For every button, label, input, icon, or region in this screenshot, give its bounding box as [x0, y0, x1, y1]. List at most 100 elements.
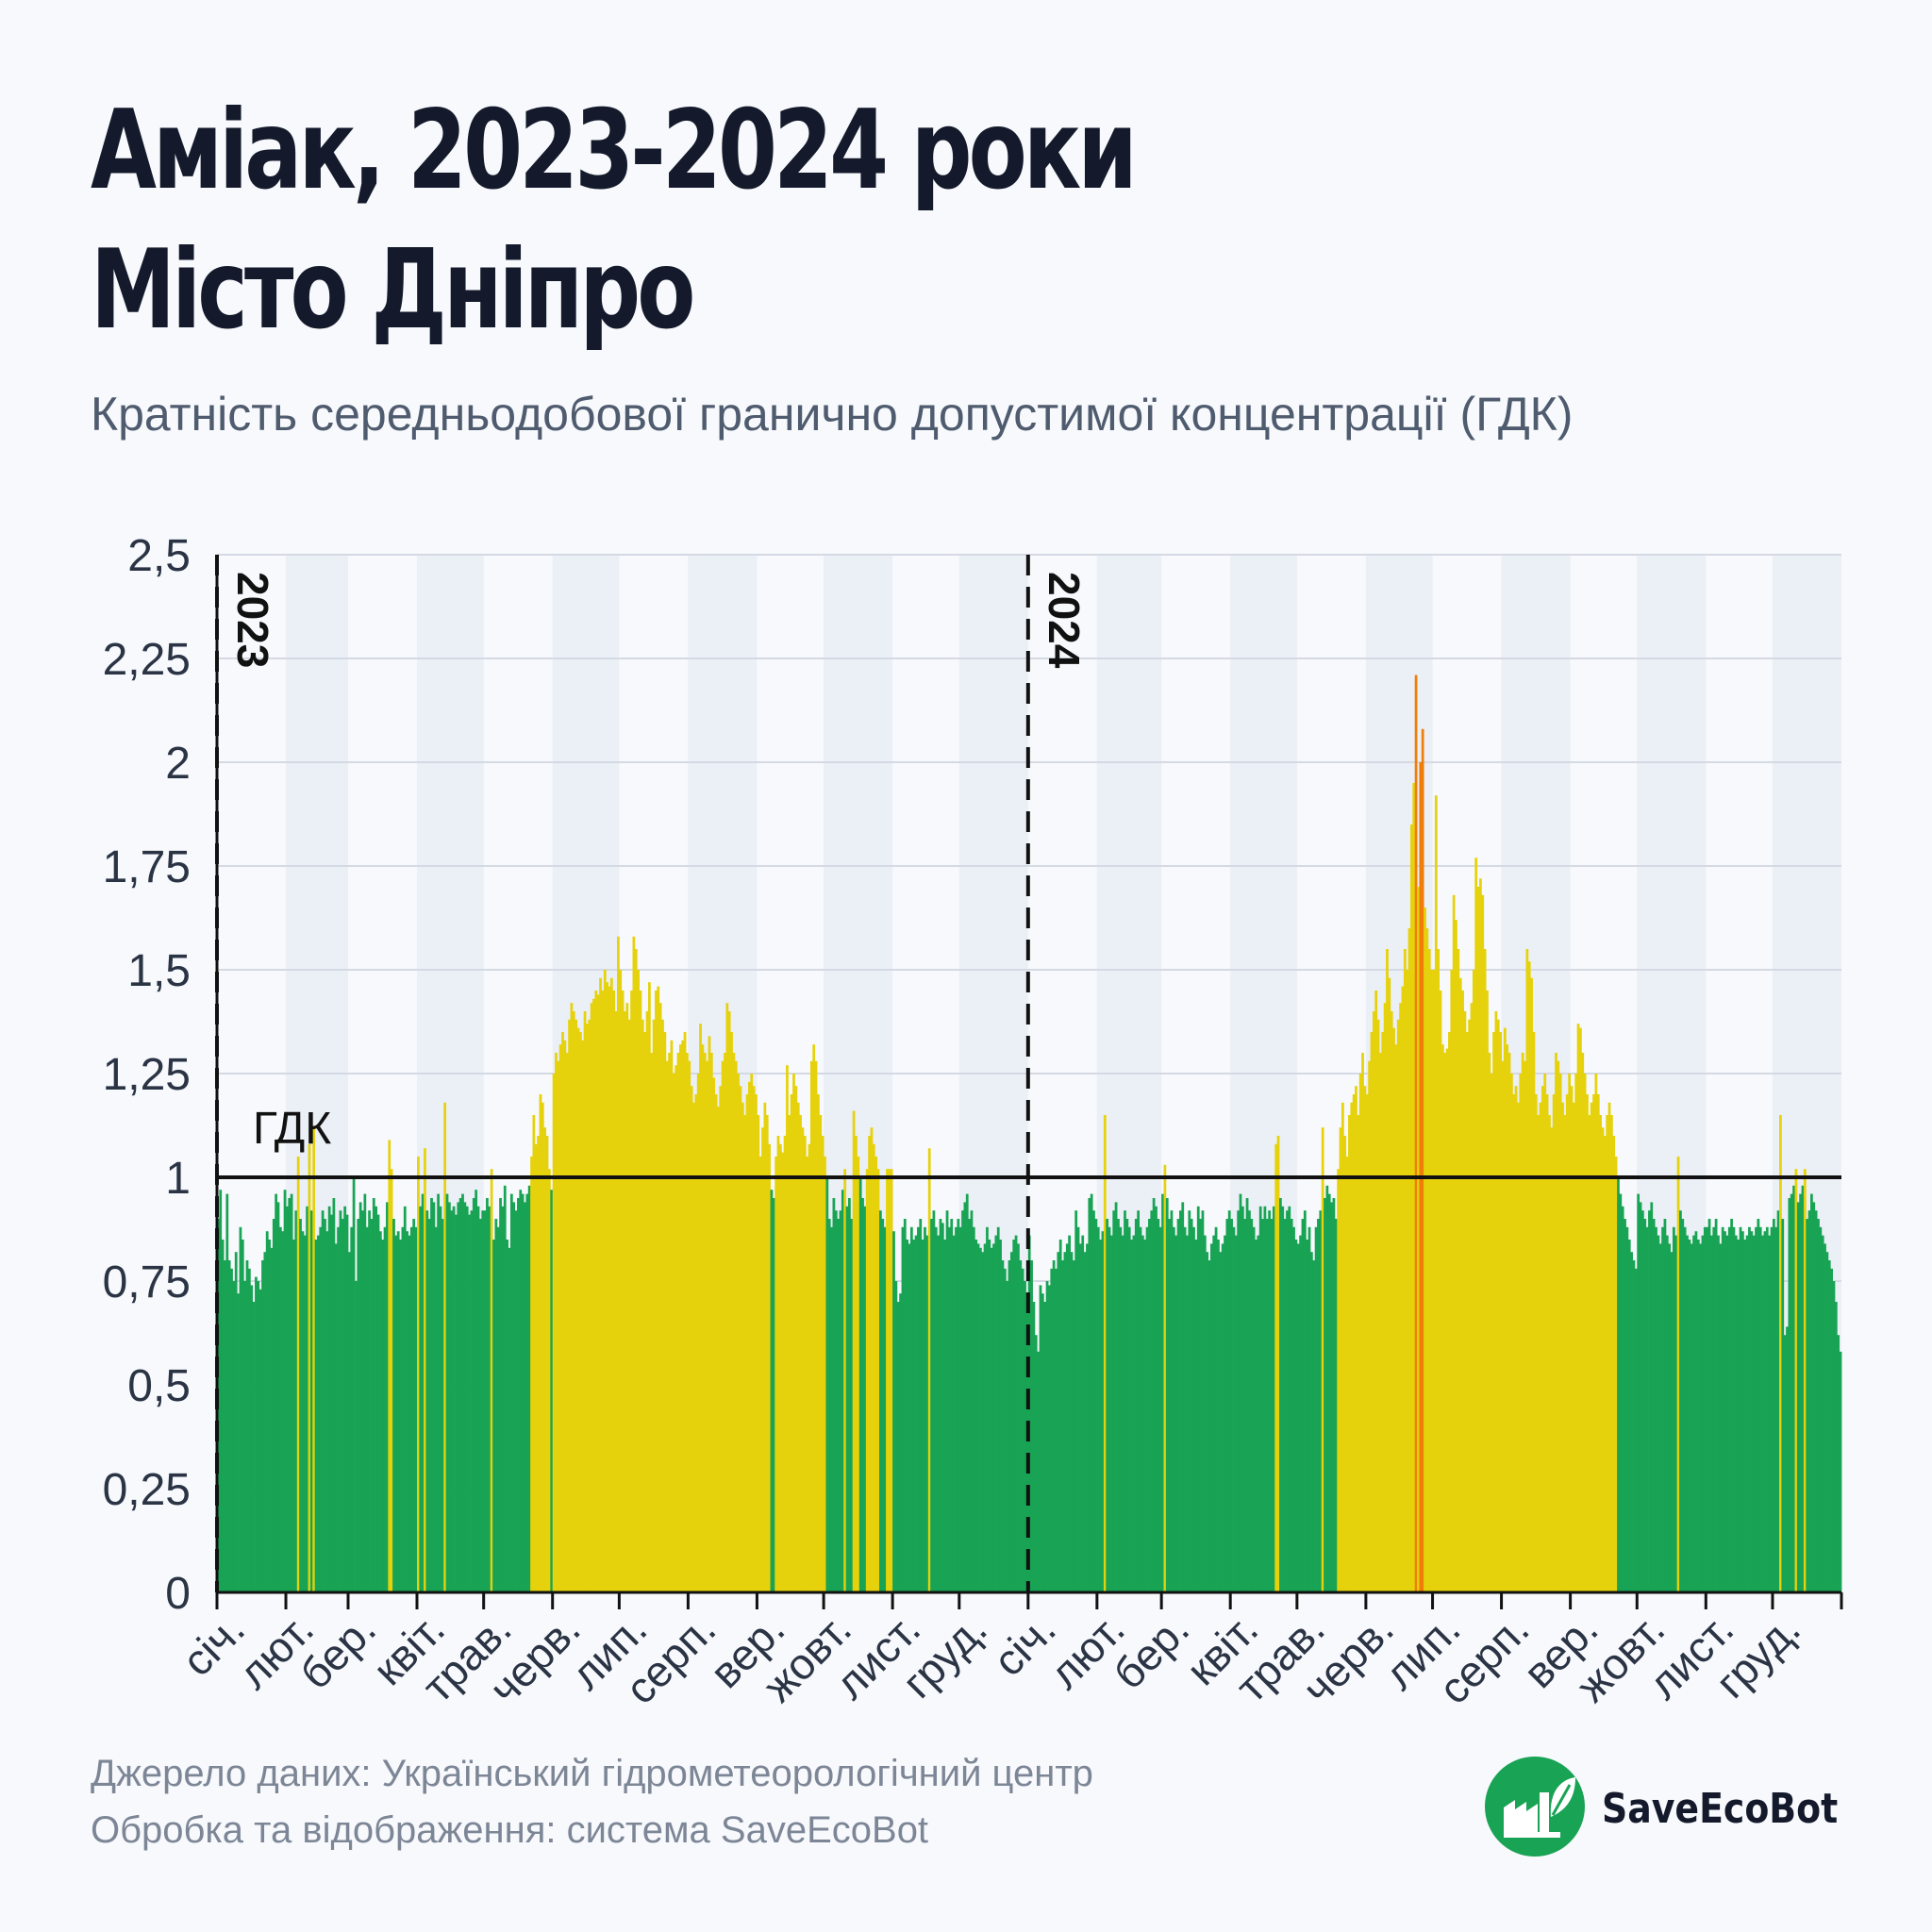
- bar: [1463, 1011, 1467, 1592]
- bar: [1692, 1235, 1695, 1592]
- bar: [1825, 1252, 1829, 1592]
- bar: [1668, 1243, 1672, 1592]
- bar: [1012, 1240, 1016, 1592]
- bar: [699, 1024, 702, 1592]
- bar: [1368, 1060, 1371, 1592]
- bar: [1403, 949, 1407, 1592]
- bar: [1455, 920, 1457, 1592]
- bar: [396, 1231, 400, 1592]
- bar: [930, 1219, 933, 1592]
- bar: [958, 1226, 962, 1592]
- bar: [814, 1060, 818, 1592]
- bar: [1086, 1243, 1089, 1592]
- bar: [739, 1086, 742, 1592]
- bar: [1439, 991, 1442, 1592]
- bar: [403, 1206, 407, 1592]
- bar: [1017, 1243, 1020, 1592]
- bar: [1630, 1252, 1633, 1592]
- bar: [1761, 1235, 1764, 1592]
- bar: [308, 1143, 311, 1592]
- bar: [794, 1086, 798, 1592]
- bar: [1027, 1235, 1031, 1592]
- bar: [327, 1206, 331, 1592]
- bar: [414, 1226, 418, 1592]
- bar: [1492, 1032, 1495, 1592]
- bar: [1370, 1032, 1374, 1592]
- bar: [1699, 1243, 1702, 1592]
- bar: [1306, 1240, 1309, 1592]
- bar: [909, 1226, 913, 1592]
- bar: [792, 1074, 795, 1592]
- bar: [1409, 824, 1413, 1592]
- bar: [1755, 1226, 1757, 1592]
- bar: [1179, 1210, 1182, 1592]
- bar: [1568, 1074, 1572, 1592]
- bar: [730, 1032, 733, 1592]
- bar: [278, 1226, 282, 1592]
- bar: [1783, 1335, 1787, 1592]
- bar: [717, 1107, 720, 1592]
- bar: [1524, 1060, 1526, 1592]
- bar: [1021, 1268, 1024, 1592]
- bar: [488, 1206, 491, 1592]
- bar: [275, 1193, 278, 1592]
- bar: [694, 1094, 698, 1592]
- bar: [545, 1136, 549, 1592]
- y-tick-label: 0,5: [127, 1361, 191, 1411]
- bar: [1468, 1019, 1472, 1592]
- bar: [1150, 1210, 1154, 1592]
- bar: [624, 1011, 626, 1592]
- saveecobot-logo[interactable]: SaveEcoBot: [1483, 1755, 1841, 1858]
- bar: [1281, 1206, 1285, 1592]
- bar: [1514, 1086, 1518, 1592]
- bar: [432, 1202, 436, 1592]
- bar: [283, 1190, 287, 1592]
- bar: [1019, 1260, 1023, 1592]
- bar: [557, 1060, 560, 1592]
- bar: [1803, 1169, 1807, 1592]
- bar: [1748, 1226, 1751, 1592]
- bar: [890, 1169, 893, 1592]
- bar: [470, 1210, 474, 1592]
- bar: [543, 1127, 547, 1592]
- bar: [874, 1157, 878, 1592]
- bar: [1645, 1226, 1649, 1592]
- bar: [1557, 1060, 1560, 1592]
- bar: [725, 1003, 729, 1592]
- bar: [1088, 1198, 1091, 1592]
- y-tick-label: 0,25: [103, 1465, 191, 1515]
- y-tick-label: 1: [165, 1154, 191, 1204]
- bar: [325, 1231, 329, 1592]
- bar: [376, 1214, 380, 1592]
- bar: [1386, 949, 1389, 1592]
- bar: [1055, 1268, 1058, 1592]
- bar: [1292, 1226, 1295, 1592]
- bar: [1583, 1074, 1587, 1592]
- bar-chart: ГДК 2023 2024 0 0,25 0,5 0,75 1 1,25 1,5 1,75 2 2,…: [103, 531, 1843, 1714]
- bar: [1112, 1210, 1116, 1592]
- bar: [1217, 1240, 1220, 1592]
- bar: [878, 1210, 882, 1592]
- bar: [1396, 1019, 1400, 1592]
- bar: [1839, 1351, 1842, 1592]
- bar: [970, 1210, 974, 1592]
- bar: [1570, 1086, 1574, 1592]
- bar: [457, 1202, 460, 1592]
- bar: [268, 1240, 271, 1592]
- bar: [1503, 1027, 1507, 1592]
- bar: [692, 1102, 695, 1592]
- bar: [219, 1190, 223, 1592]
- bar: [1081, 1235, 1085, 1592]
- bar: [463, 1202, 467, 1592]
- bar: [999, 1240, 1002, 1592]
- bar: [1672, 1226, 1675, 1592]
- bar: [752, 1086, 756, 1592]
- bar: [439, 1206, 442, 1592]
- bar: [1530, 977, 1533, 1592]
- bar: [988, 1240, 991, 1592]
- bar: [350, 1226, 354, 1592]
- y-tick-label: 1,25: [103, 1050, 191, 1100]
- bar: [1706, 1226, 1709, 1592]
- bar: [990, 1247, 993, 1592]
- bar: [499, 1198, 502, 1592]
